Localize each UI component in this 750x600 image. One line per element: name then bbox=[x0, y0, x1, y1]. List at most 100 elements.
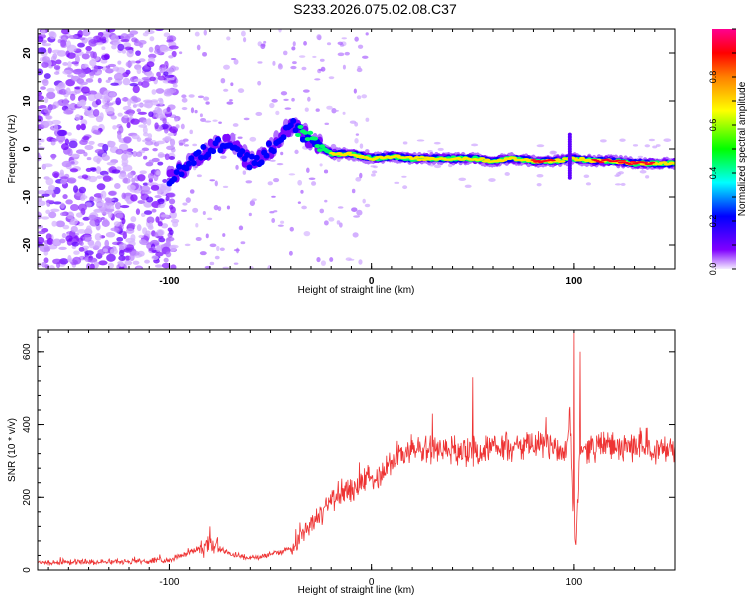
noise-blob bbox=[645, 175, 650, 179]
noise-blob bbox=[232, 123, 239, 127]
noise-blob bbox=[102, 248, 108, 253]
noise-blob bbox=[70, 225, 78, 233]
noise-blob bbox=[130, 250, 140, 256]
noise-blob bbox=[149, 36, 155, 42]
noise-blob bbox=[84, 250, 94, 256]
noise-blob bbox=[402, 185, 408, 190]
noise-blob bbox=[222, 185, 229, 189]
noise-blob bbox=[257, 61, 263, 64]
noise-blob bbox=[121, 158, 129, 165]
noise-blob bbox=[62, 194, 68, 200]
noise-blob bbox=[63, 109, 74, 115]
noise-blob bbox=[164, 135, 172, 141]
snr-x-tick-label: 0 bbox=[369, 577, 375, 588]
noise-blob bbox=[126, 49, 134, 58]
noise-blob bbox=[93, 261, 99, 269]
noise-blob bbox=[362, 55, 369, 59]
noise-blob bbox=[619, 138, 626, 142]
noise-blob bbox=[614, 183, 622, 186]
noise-blob bbox=[359, 143, 364, 149]
noise-blob bbox=[55, 84, 61, 92]
noise-blob bbox=[336, 157, 341, 163]
noise-blob bbox=[142, 119, 148, 125]
snr-x-ticks: -100 0 100 bbox=[47, 330, 676, 588]
noise-blob bbox=[205, 233, 209, 239]
noise-blob bbox=[105, 68, 114, 74]
noise-blob bbox=[153, 49, 163, 55]
noise-blob bbox=[136, 266, 142, 269]
noise-blob bbox=[71, 241, 79, 247]
noise-blob bbox=[314, 78, 321, 81]
noise-blob bbox=[60, 39, 67, 48]
noise-blob bbox=[151, 89, 157, 95]
noise-blob bbox=[62, 224, 70, 230]
spectrogram-y-ticks: -20 -10 0 10 20 bbox=[22, 33, 675, 265]
spectrogram-y-label: Frequency (Hz) bbox=[7, 115, 18, 184]
noise-blob bbox=[51, 153, 56, 160]
noise-blob bbox=[105, 29, 116, 33]
noise-blob bbox=[74, 114, 81, 121]
noise-blob bbox=[77, 42, 85, 48]
noise-blob bbox=[79, 99, 87, 106]
noise-blob bbox=[283, 98, 289, 102]
noise-blob bbox=[125, 227, 135, 234]
noise-blob bbox=[53, 65, 61, 70]
noise-blob bbox=[154, 106, 161, 114]
noise-blob bbox=[118, 266, 125, 269]
noise-blob bbox=[102, 143, 109, 152]
noise-blob bbox=[41, 261, 47, 268]
noise-blob bbox=[371, 173, 376, 177]
noise-blob bbox=[354, 121, 359, 127]
noise-blob bbox=[260, 43, 266, 50]
trace-blob bbox=[200, 144, 207, 151]
noise-blob bbox=[110, 34, 120, 43]
trace-blob bbox=[661, 161, 668, 164]
noise-blob bbox=[181, 107, 188, 111]
noise-blob bbox=[69, 168, 79, 173]
trace-blob bbox=[244, 152, 251, 159]
noise-blob bbox=[585, 182, 592, 186]
noise-blob bbox=[336, 220, 341, 225]
noise-blob bbox=[85, 167, 92, 173]
noise-blob bbox=[242, 37, 247, 43]
noise-blob bbox=[272, 60, 276, 66]
noise-blob bbox=[98, 260, 108, 266]
noise-blob bbox=[536, 182, 542, 187]
noise-blob bbox=[155, 252, 164, 257]
noise-blob bbox=[99, 112, 104, 120]
snr-panel: -100 0 100 0 200 400 600 Height of straight l… bbox=[7, 329, 676, 596]
noise-blob bbox=[84, 144, 94, 151]
noise-blob bbox=[169, 126, 178, 134]
noise-blob bbox=[118, 243, 128, 249]
noise-blob bbox=[205, 101, 210, 105]
noise-blob bbox=[655, 144, 661, 147]
noise-blob bbox=[62, 62, 69, 66]
noise-blob bbox=[110, 115, 117, 120]
noise-blob bbox=[107, 63, 117, 68]
noise-blob bbox=[45, 209, 51, 215]
noise-blob bbox=[157, 198, 165, 205]
noise-blob bbox=[170, 264, 177, 269]
noise-blob bbox=[49, 31, 57, 40]
noise-blob bbox=[67, 255, 72, 263]
noise-blob bbox=[294, 149, 299, 155]
noise-blob bbox=[38, 110, 42, 116]
noise-blob bbox=[95, 166, 102, 174]
noise-blob bbox=[278, 63, 283, 68]
noise-blob bbox=[111, 169, 121, 174]
trace-blob bbox=[188, 155, 195, 162]
noise-blob bbox=[230, 82, 234, 87]
noise-blob bbox=[72, 256, 82, 265]
noise-blob bbox=[292, 61, 297, 65]
noise-blob bbox=[41, 193, 50, 197]
spectrogram-x-tick-label: 100 bbox=[566, 276, 583, 287]
trace-blob bbox=[346, 151, 353, 155]
noise-blob bbox=[212, 119, 218, 122]
noise-blob bbox=[337, 206, 344, 209]
noise-blob bbox=[121, 49, 127, 54]
noise-blob bbox=[86, 156, 92, 161]
trace-blob bbox=[418, 155, 425, 159]
noise-blob bbox=[148, 247, 154, 252]
noise-blob bbox=[56, 129, 67, 137]
noise-blob bbox=[357, 44, 364, 49]
